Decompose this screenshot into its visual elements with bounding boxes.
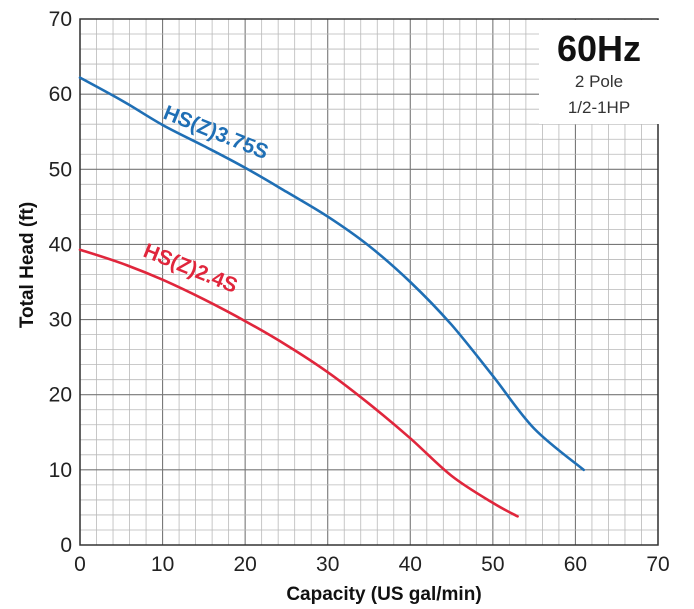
x-tick-label: 70	[646, 553, 669, 576]
series-label-hsz24s: HS(Z)2.4S	[140, 239, 241, 297]
series-line-0	[78, 76, 585, 472]
x-tick-label: 40	[399, 553, 422, 576]
y-tick-label: 30	[49, 309, 72, 332]
x-tick-labels: 0 10 20 30 40 50 60 70	[74, 553, 670, 576]
y-axis-label: Total Head (ft)	[17, 202, 38, 328]
curves	[78, 76, 585, 518]
y-tick-label: 50	[49, 158, 72, 181]
x-tick-label: 0	[74, 553, 86, 576]
frequency-label: 60Hz	[557, 28, 641, 69]
y-tick-label: 60	[49, 83, 72, 106]
x-axis-label: Capacity (US gal/min)	[286, 584, 481, 605]
grid-lines	[79, 18, 659, 546]
plot-frame	[79, 18, 659, 546]
y-tick-label: 0	[60, 534, 72, 557]
series-line-1	[78, 248, 519, 518]
info-box-background	[539, 20, 659, 124]
x-tick-label: 30	[316, 553, 339, 576]
y-tick-label: 20	[49, 384, 72, 407]
x-tick-label: 10	[151, 553, 174, 576]
y-tick-labels: 0 10 20 30 40 50 60 70	[49, 8, 72, 557]
x-tick-label: 50	[481, 553, 504, 576]
power-label: 1/2-1HP	[568, 98, 630, 117]
y-tick-label: 10	[49, 459, 72, 482]
info-box: 60Hz 2 Pole 1/2-1HP	[539, 20, 659, 124]
y-tick-label: 40	[49, 233, 72, 256]
x-tick-label: 20	[233, 553, 256, 576]
poles-label: 2 Pole	[575, 72, 623, 91]
y-tick-label: 70	[49, 8, 72, 31]
x-tick-label: 60	[564, 553, 587, 576]
